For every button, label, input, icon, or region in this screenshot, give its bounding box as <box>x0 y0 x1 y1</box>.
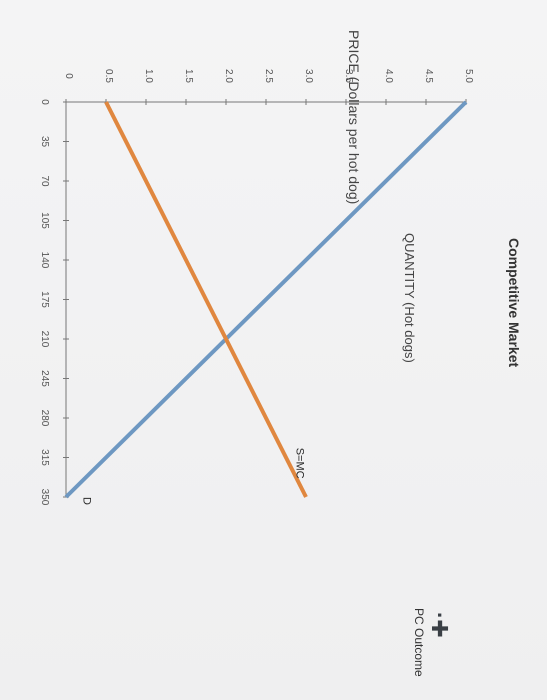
y-tick-label: 4.0 <box>383 69 394 83</box>
y-tick-label: 0.5 <box>103 69 114 83</box>
y-tick-label: 2.5 <box>263 69 274 83</box>
x-tick-label: 245 <box>39 370 50 387</box>
y-tick-label: 3.5 <box>343 69 354 83</box>
legend-label: PC Outcome <box>412 608 426 677</box>
x-tick-label: 35 <box>39 136 50 148</box>
y-tick-label: 3.0 <box>303 69 314 83</box>
y-tick-label: 4.5 <box>423 69 434 83</box>
x-tick-label: 280 <box>39 410 50 427</box>
x-tick-label: 210 <box>39 331 50 348</box>
y-tick-label: 1.0 <box>143 69 154 83</box>
x-tick-label: 350 <box>39 489 50 506</box>
demand-curve-label: D <box>81 497 93 505</box>
y-tick-label: 0 <box>63 73 74 79</box>
x-tick-label: 175 <box>39 291 50 308</box>
supply-curve-label: S=MC <box>293 448 305 479</box>
plus-icon[interactable]: ·✚ <box>427 612 452 638</box>
x-tick-label: 140 <box>39 252 50 269</box>
chart-title: Competitive Market <box>506 238 522 368</box>
y-tick-label: 2.0 <box>223 69 234 83</box>
y-axis-title: PRICE (Dollars per hot dog) <box>346 30 362 205</box>
x-tick-label: 105 <box>39 212 50 229</box>
x-tick-label: 0 <box>39 99 50 105</box>
x-axis-title: QUANTITY (Hot dogs) <box>402 233 417 363</box>
y-tick-label: 5.0 <box>463 69 474 83</box>
supply-line <box>104 101 308 498</box>
x-tick-label: 315 <box>39 449 50 466</box>
x-tick-label: 70 <box>39 175 50 187</box>
demand-line <box>64 100 468 499</box>
y-tick-label: 1.5 <box>183 69 194 83</box>
